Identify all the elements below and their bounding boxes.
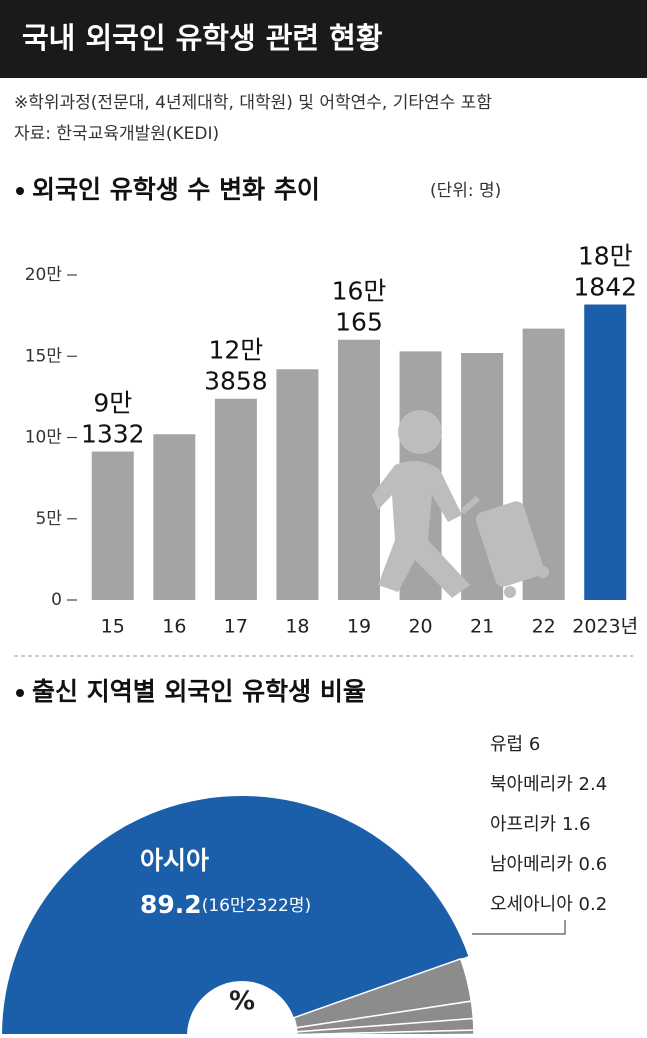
note: ※학위과정(전문대, 4년제대학, 대학원) 및 어학연수, 기타연수 포함 xyxy=(14,93,492,113)
region-value: 0.2 xyxy=(579,894,608,915)
region-name: 아프리카 xyxy=(490,814,556,835)
value-label: 9만 xyxy=(93,389,132,418)
slice-label: 아시아 xyxy=(140,846,209,875)
bar xyxy=(153,434,196,600)
y-tick-label: 0 xyxy=(51,590,62,610)
bullet xyxy=(16,187,24,195)
bar xyxy=(584,304,627,600)
y-tick-label: 20만 xyxy=(25,265,63,285)
bar xyxy=(276,369,319,600)
region-label: 유럽 6 xyxy=(490,734,540,755)
value: 89.2 xyxy=(140,890,202,919)
value-label: 18만 xyxy=(578,242,633,271)
region-label: 남아메리카 0.6 xyxy=(490,854,607,875)
bar xyxy=(91,451,134,600)
region-value: 0.6 xyxy=(579,854,608,875)
annotation: (16만2322명) xyxy=(202,896,311,916)
bar xyxy=(338,339,380,600)
slice-value: 89.2(16만2322명) xyxy=(140,890,311,919)
chart-title: 출신 지역별 외국인 유학생 비율 xyxy=(32,677,366,706)
region-value: 2.4 xyxy=(579,774,608,795)
source: 자료: 한국교육개발원(KEDI) xyxy=(14,124,219,144)
x-tick-label: 19 xyxy=(347,616,371,638)
page-title: 국내 외국인 유학생 관련 현황 xyxy=(22,21,383,55)
value-label: 3858 xyxy=(204,367,268,396)
unit-label: (단위: 명) xyxy=(430,181,501,201)
x-tick-label: 15 xyxy=(101,616,125,638)
x-tick-label: 16 xyxy=(162,616,186,638)
region-value: 1.6 xyxy=(562,814,591,835)
region-label: 아프리카 1.6 xyxy=(490,814,591,835)
y-tick-label: 10만 xyxy=(25,428,63,448)
x-tick-label: 21 xyxy=(470,616,494,638)
x-tick-label: 18 xyxy=(285,616,309,638)
x-tick-label: 20 xyxy=(408,616,432,638)
x-tick-label: 22 xyxy=(532,616,556,638)
value-label: 16만 xyxy=(332,277,387,306)
x-tick-label: 17 xyxy=(224,616,248,638)
value-label: 1332 xyxy=(81,420,145,449)
y-tick-label: 5만 xyxy=(36,509,63,529)
region-name: 북아메리카 xyxy=(490,774,573,795)
value-label: 165 xyxy=(335,308,383,337)
y-tick-label: 15만 xyxy=(25,346,63,366)
bullet xyxy=(16,689,24,697)
region-name: 남아메리카 xyxy=(490,854,573,875)
region-label: 북아메리카 2.4 xyxy=(490,774,607,795)
center-label: % xyxy=(229,987,255,1017)
value-label: 1842 xyxy=(573,273,637,302)
chart-title: 외국인 유학생 수 변화 추이 xyxy=(32,175,320,204)
region-name: 오세아니아 xyxy=(490,894,573,915)
bar xyxy=(214,398,257,600)
value-label: 12만 xyxy=(208,336,263,365)
region-value: 6 xyxy=(529,734,540,755)
traveler-icon xyxy=(372,410,549,598)
leader-line xyxy=(472,920,566,935)
x-tick-label: 2023년 xyxy=(572,616,638,638)
region-name: 유럽 xyxy=(490,734,523,755)
header-bar xyxy=(0,0,647,78)
region-label: 오세아니아 0.2 xyxy=(490,894,607,915)
pie-slice xyxy=(2,795,469,1036)
